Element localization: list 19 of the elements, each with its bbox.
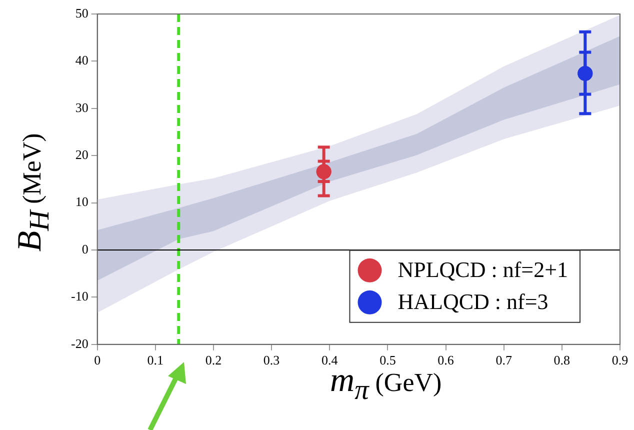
x-tick-label: 0.3 — [263, 352, 280, 368]
x-tick-label: 0.6 — [438, 352, 454, 368]
x-tick-label: 0.9 — [612, 352, 628, 368]
legend-label: HALQCD : nf=3 — [398, 289, 548, 314]
y-tick-label: 10 — [75, 194, 88, 210]
y-tick-label: 50 — [75, 5, 88, 20]
x-tick-label: 0.8 — [554, 352, 570, 368]
x-tick-label: 0.2 — [205, 352, 222, 368]
y-tick-label: 30 — [75, 100, 88, 115]
x-tick-label: 0.4 — [322, 352, 338, 368]
y-tick-label: 0 — [82, 241, 88, 256]
y-tick-label: -20 — [70, 336, 88, 351]
y-tick-label: 40 — [75, 52, 88, 68]
y-tick-label: 20 — [75, 147, 88, 162]
x-tick-label: 0.1 — [147, 352, 164, 368]
y-tick-label: -10 — [70, 288, 88, 304]
legend-label: NPLQCD : nf=2+1 — [398, 257, 568, 282]
x-tick-label: 0 — [94, 352, 101, 368]
x-tick-label: 0.7 — [496, 352, 512, 368]
